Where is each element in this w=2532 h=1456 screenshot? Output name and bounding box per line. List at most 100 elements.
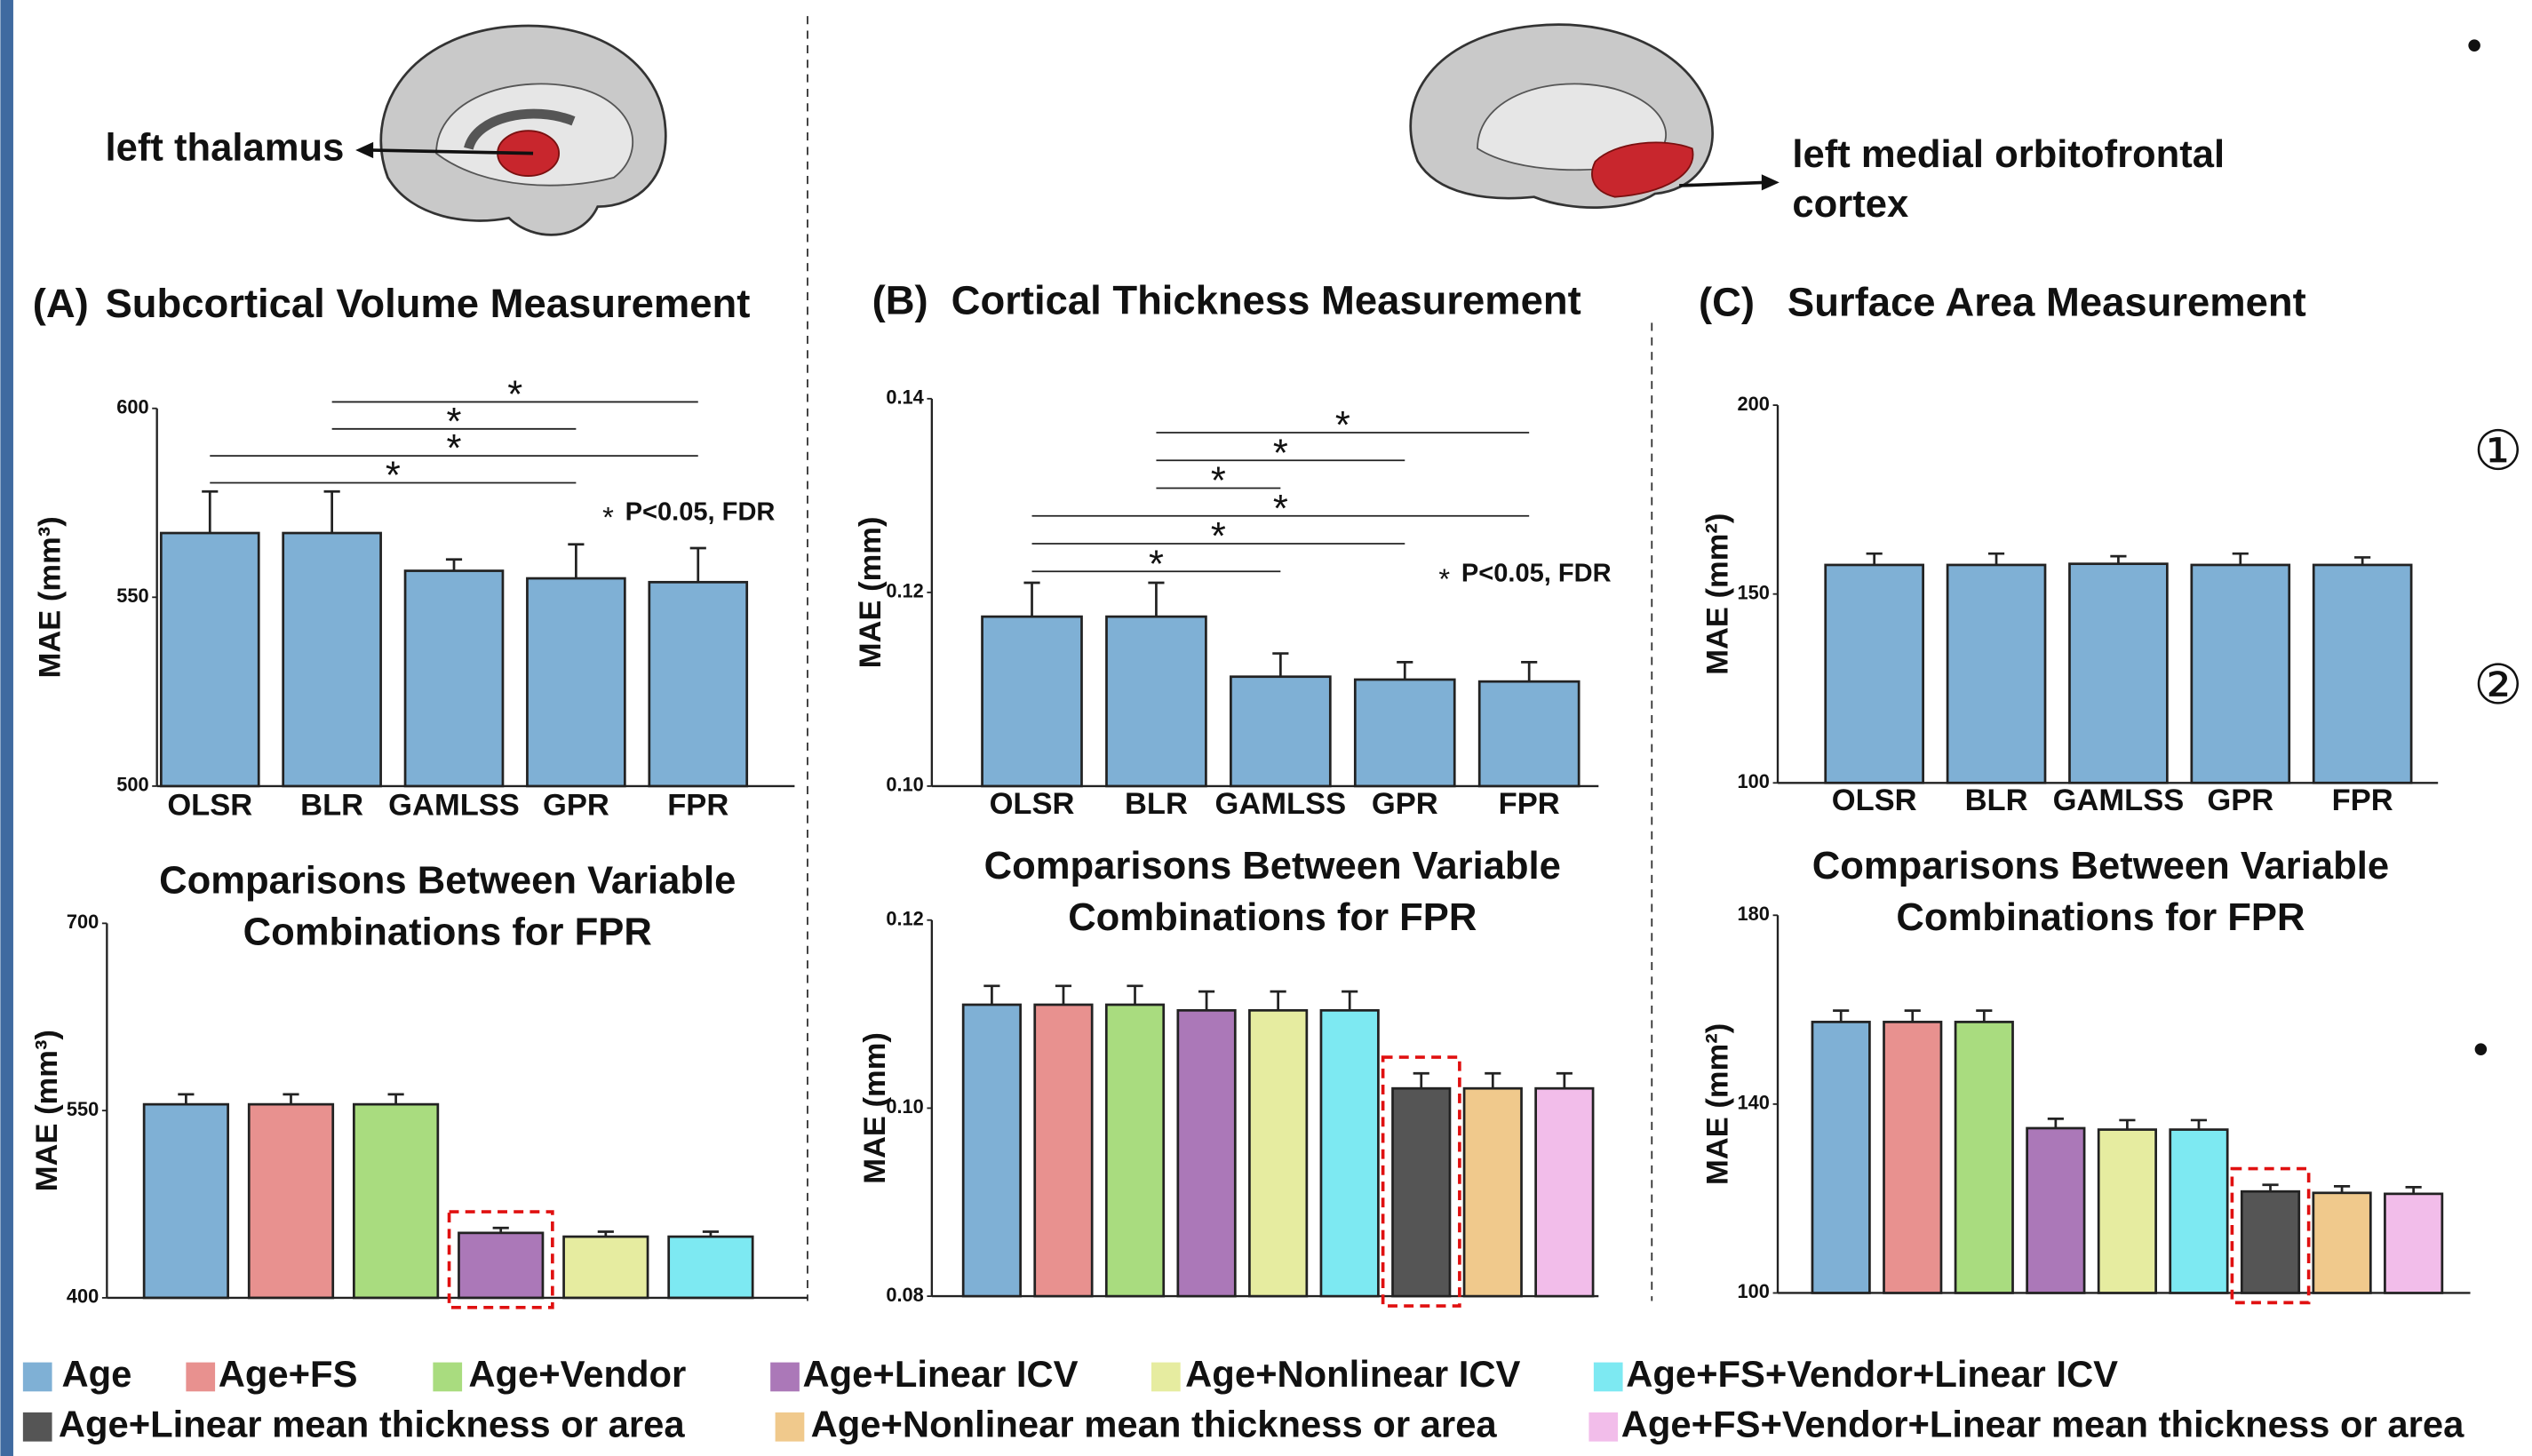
- x-tick-label: OLSR: [167, 789, 252, 823]
- y-axis-label: MAE (mm²): [1701, 513, 1735, 675]
- legend-swatch: [1151, 1363, 1181, 1392]
- bar: [2027, 1128, 2084, 1293]
- bar: [2241, 1191, 2298, 1293]
- figure: left thalamus left medial orbitofrontal …: [0, 0, 2532, 1456]
- x-tick-label: OLSR: [990, 787, 1075, 821]
- significance-marker: *: [447, 427, 462, 470]
- y-axis-label: MAE (mm³): [34, 516, 68, 678]
- legend-label: Age+Linear mean thickness or area: [59, 1403, 686, 1444]
- x-tick-label: FPR: [667, 789, 729, 823]
- legend-label: Age+Vendor: [468, 1353, 686, 1395]
- bar: [161, 533, 259, 786]
- chart-title: Surface Area Measurement: [1788, 279, 2306, 324]
- legend-label: Age+FS: [219, 1353, 358, 1395]
- brain-label: left medial orbitofrontal: [1792, 133, 2225, 176]
- brain-label: cortex: [1792, 183, 1908, 226]
- margin-mark: •: [2473, 1026, 2488, 1073]
- bar: [354, 1104, 437, 1298]
- significance-marker: *: [1211, 515, 1226, 558]
- bar: [963, 1005, 1020, 1296]
- legend-swatch: [1594, 1363, 1623, 1392]
- chart-title: Cortical Thickness Measurement: [951, 278, 1581, 323]
- bar: [2069, 564, 2167, 784]
- bar: [1178, 1010, 1235, 1296]
- legend-label: Age+Nonlinear ICV: [1185, 1353, 1520, 1395]
- y-tick-label: 0.12: [886, 907, 923, 929]
- y-tick-label: 200: [1738, 393, 1770, 415]
- x-tick-label: GPR: [1372, 787, 1438, 821]
- chart-title: Combinations for FPR: [1896, 896, 2305, 939]
- bar: [144, 1104, 227, 1298]
- y-tick-label: 0.10: [886, 774, 923, 796]
- margin-mark: •: [2467, 22, 2482, 69]
- brain-illustration: [355, 26, 665, 235]
- x-tick-label: FPR: [2332, 784, 2393, 817]
- bar: [1106, 1005, 1163, 1296]
- bar: [1355, 680, 1454, 786]
- y-tick-label: 150: [1738, 581, 1770, 603]
- x-tick-label: BLR: [1125, 787, 1188, 821]
- significance-marker: *: [1211, 460, 1226, 503]
- bar: [2385, 1194, 2441, 1293]
- x-tick-label: GPR: [2207, 784, 2273, 817]
- legend-label: Age+Linear ICV: [802, 1353, 1078, 1395]
- bar: [1393, 1088, 1450, 1296]
- bar: [2098, 1130, 2155, 1293]
- bar: [527, 578, 625, 786]
- bar: [1106, 617, 1206, 786]
- y-tick-label: 550: [67, 1098, 99, 1120]
- note-marker: *: [1438, 562, 1450, 595]
- bar: [1479, 681, 1579, 786]
- legend-swatch: [1588, 1412, 1618, 1442]
- bar: [1035, 1005, 1092, 1296]
- significance-marker: *: [386, 455, 401, 497]
- y-tick-label: 140: [1738, 1092, 1770, 1114]
- legend-label: Age+FS+Vendor+Linear ICV: [1626, 1353, 2118, 1395]
- legend-swatch: [433, 1363, 462, 1392]
- bar: [1947, 565, 2045, 783]
- y-tick-label: 100: [1738, 1280, 1770, 1302]
- x-tick-label: BLR: [1965, 784, 2028, 817]
- brain-illustration: [1411, 25, 1780, 208]
- significance-marker: *: [1335, 404, 1350, 447]
- legend-swatch: [776, 1412, 805, 1442]
- significance-marker: *: [1273, 432, 1288, 474]
- chart-title: Comparisons Between Variable: [984, 845, 1561, 887]
- note-marker: *: [602, 501, 614, 534]
- bar: [1884, 1022, 1941, 1293]
- margin-mark: ②: [2473, 655, 2522, 716]
- y-tick-label: 600: [116, 395, 148, 418]
- bar: [1464, 1088, 1521, 1296]
- significance-marker: *: [1149, 543, 1164, 585]
- bar: [2313, 1193, 2370, 1293]
- x-tick-label: GPR: [543, 789, 609, 823]
- bar: [249, 1104, 332, 1298]
- y-axis-label: MAE (mm): [858, 1032, 892, 1184]
- bar: [1812, 1022, 1869, 1293]
- y-axis-label: MAE (mm³): [30, 1030, 64, 1191]
- brain-label: left thalamus: [106, 127, 345, 170]
- y-axis-label: MAE (mm²): [1701, 1023, 1735, 1185]
- legend-label: Age: [61, 1353, 131, 1395]
- panel-label: (C): [1699, 279, 1755, 324]
- y-tick-label: 500: [116, 774, 148, 796]
- bar: [1249, 1010, 1306, 1296]
- x-tick-label: OLSR: [1832, 784, 1917, 817]
- legend-swatch: [770, 1363, 800, 1392]
- bar: [405, 571, 503, 786]
- bar: [564, 1237, 648, 1298]
- x-tick-label: GAMLSS: [388, 789, 520, 823]
- y-tick-label: 550: [116, 585, 148, 607]
- legend-swatch: [186, 1363, 215, 1392]
- y-tick-label: 0.12: [886, 580, 923, 602]
- slide-edge: [0, 0, 13, 1456]
- legend-swatch: [23, 1412, 52, 1442]
- y-tick-label: 400: [67, 1285, 99, 1308]
- x-tick-label: BLR: [300, 789, 363, 823]
- y-tick-label: 0.08: [886, 1284, 923, 1306]
- x-tick-label: GAMLSS: [2053, 784, 2185, 817]
- bar: [2170, 1130, 2227, 1293]
- significance-marker: *: [1273, 488, 1288, 530]
- y-tick-label: 100: [1738, 770, 1770, 792]
- panel-label: (B): [872, 278, 928, 323]
